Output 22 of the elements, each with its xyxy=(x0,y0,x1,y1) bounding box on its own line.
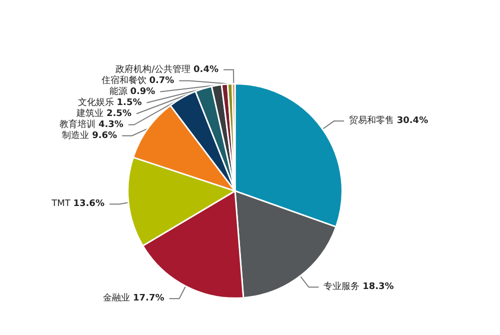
data-label: 0.9% xyxy=(130,86,156,97)
data-label: 9.6% xyxy=(92,130,118,141)
slice-label: 能源 xyxy=(109,86,130,97)
data-label: 13.6% xyxy=(73,199,104,210)
slice-label: 教育培训 xyxy=(60,118,98,130)
data-label: 18.3% xyxy=(362,282,394,292)
data-label: 30.4% xyxy=(396,116,428,126)
slice-label: 金融业 xyxy=(103,292,134,304)
data-label: 1.5% xyxy=(116,98,142,108)
slice-label: 建筑业 xyxy=(76,108,107,119)
data-label: 0.4% xyxy=(194,64,218,75)
slice-label: 制造业 xyxy=(62,130,92,141)
data-label: 4.3% xyxy=(98,120,124,130)
slice-label: 文化娱乐 xyxy=(78,96,117,108)
slice-label: 贸易和零售 xyxy=(349,115,397,126)
data-label: 17.7% xyxy=(133,294,164,304)
data-label: 0.7% xyxy=(149,76,174,86)
slice-label: 住宿和餐饮 xyxy=(101,74,150,86)
slice-label: 政府机构/公共管理 xyxy=(116,64,194,75)
slice-label: TMT xyxy=(50,199,74,210)
data-label: 2.5% xyxy=(106,108,132,119)
slice-label: 专业服务 xyxy=(324,281,363,292)
